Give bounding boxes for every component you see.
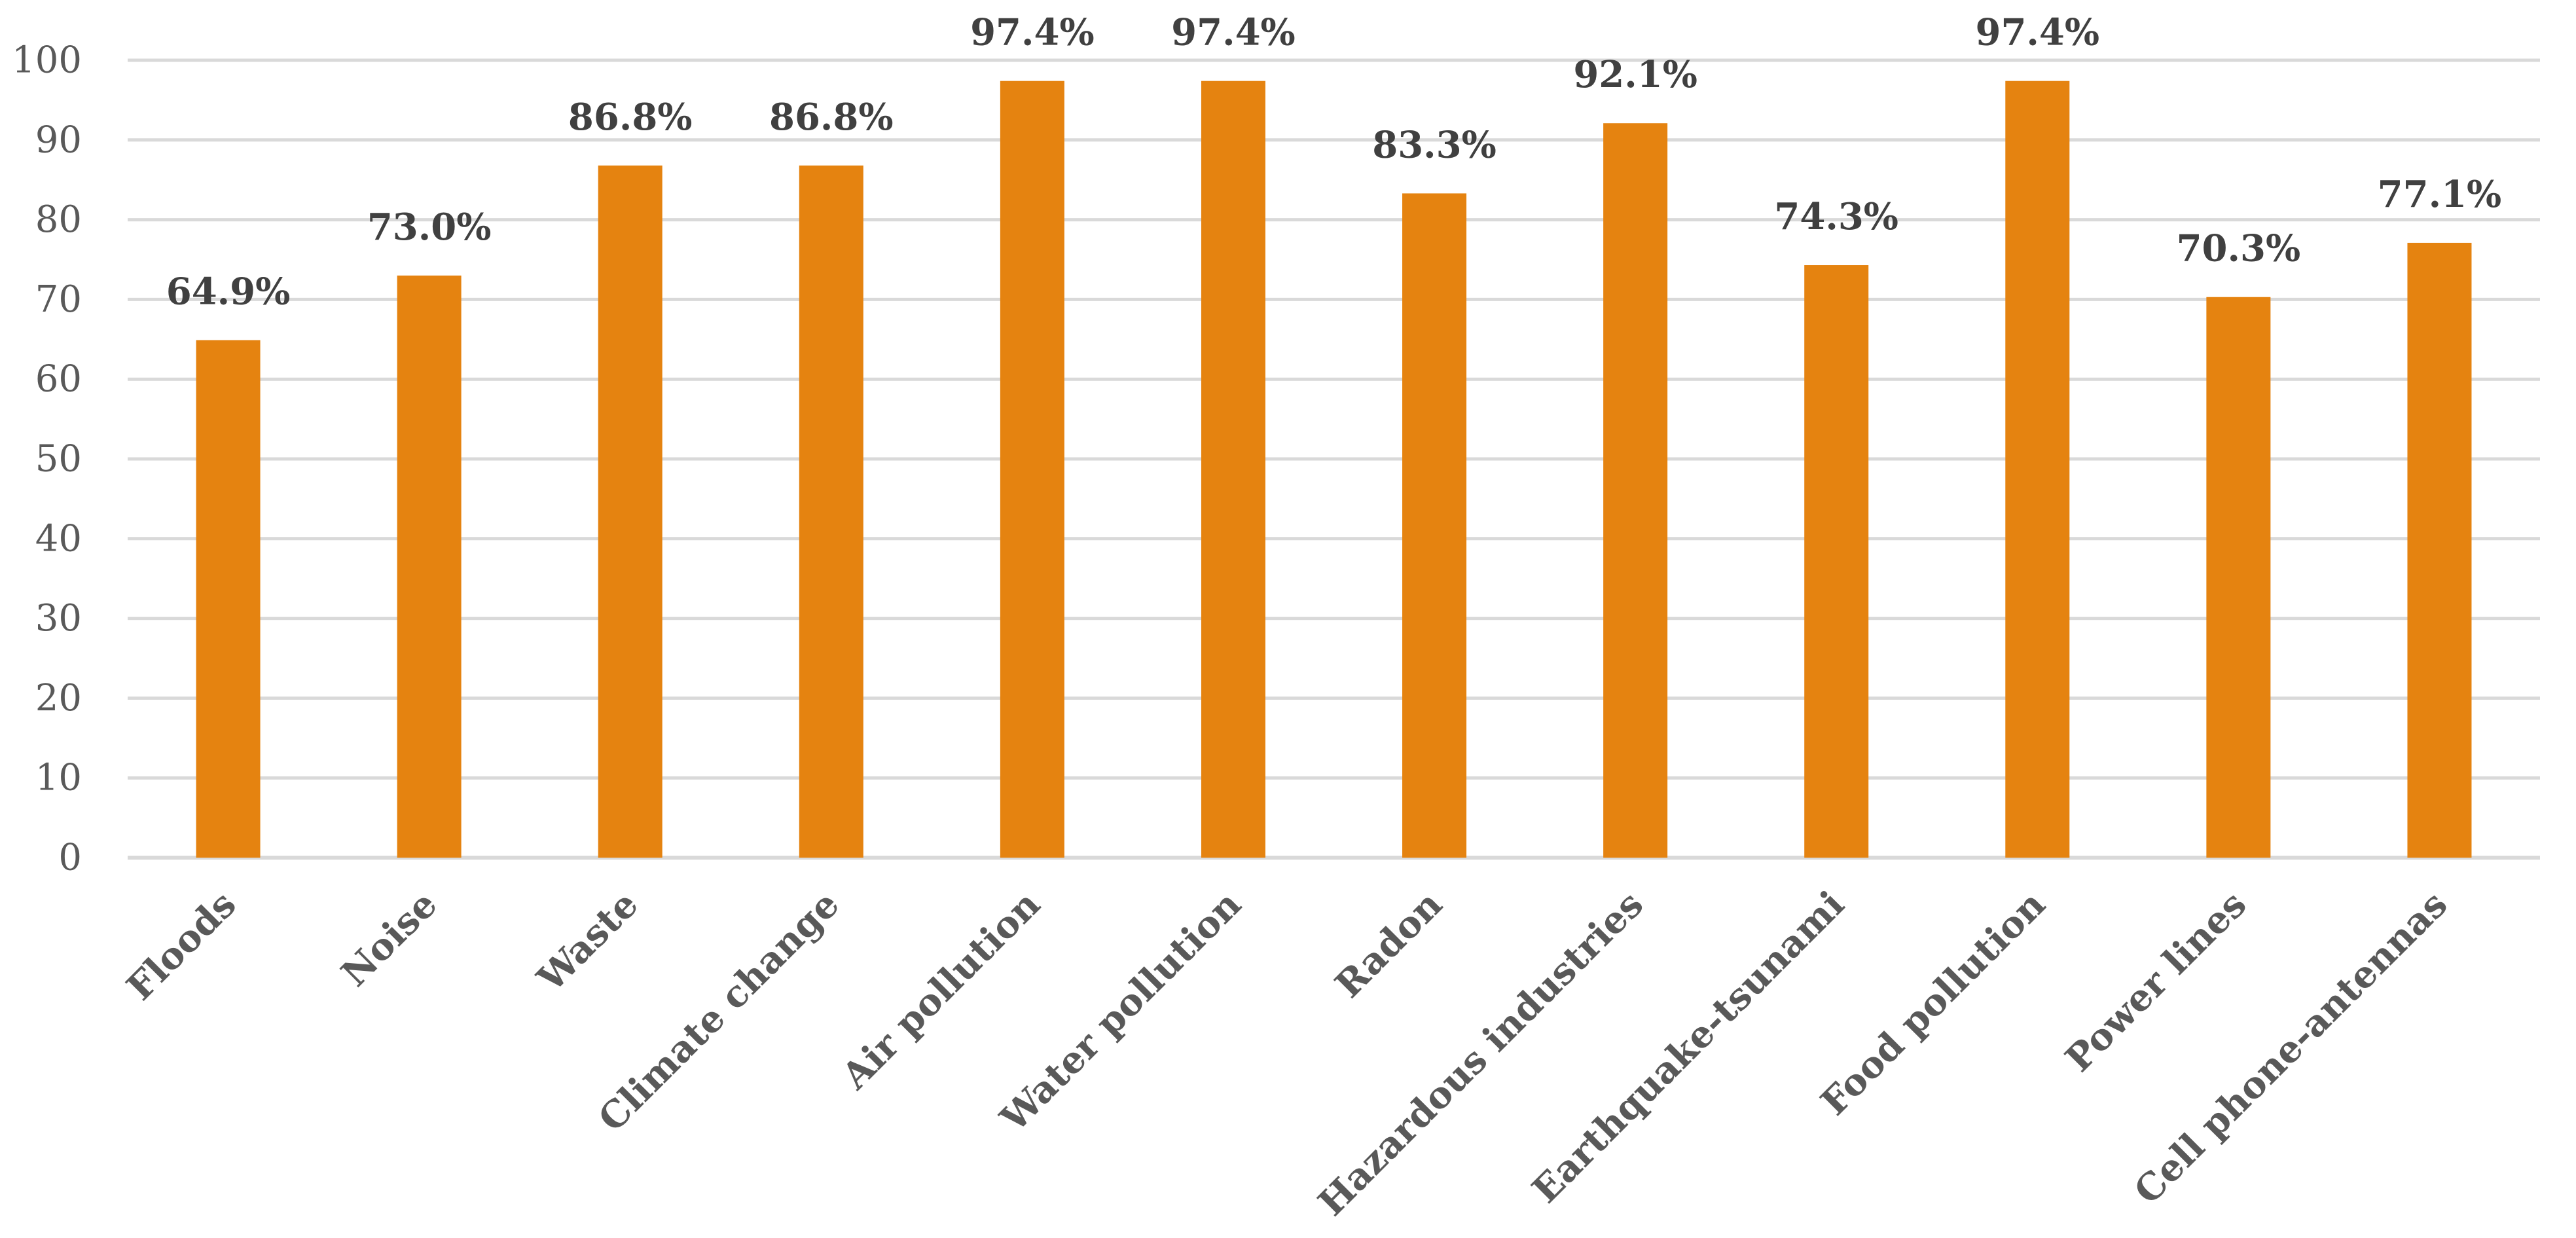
x-tick-label: Food pollution <box>1813 883 2054 1123</box>
y-tick-label: 100 <box>12 39 82 82</box>
y-tick-label: 60 <box>35 358 82 401</box>
bar <box>1603 123 1668 858</box>
bar <box>598 165 662 858</box>
bar <box>196 340 261 858</box>
y-axis-ticks: 0 10 20 30 40 50 60 70 80 90 100 <box>12 39 82 879</box>
x-tick-label: Noise <box>333 883 446 995</box>
data-label: 97.4% <box>1975 11 2099 54</box>
data-label: 92.1% <box>1573 53 1697 96</box>
bar <box>2005 81 2070 858</box>
data-label: 97.4% <box>1171 11 1296 54</box>
y-tick-label: 90 <box>35 118 82 161</box>
y-tick-label: 40 <box>35 517 82 560</box>
data-label: 74.3% <box>1774 195 1898 238</box>
data-label: 77.1% <box>2378 173 2502 216</box>
y-tick-label: 20 <box>35 677 82 719</box>
x-tick-label: Power lines <box>2057 883 2255 1080</box>
gridlines <box>128 58 2540 860</box>
data-label: 70.3% <box>2177 227 2301 270</box>
data-label: 83.3% <box>1372 123 1497 166</box>
bar <box>2206 297 2271 858</box>
bar <box>1804 265 1869 858</box>
x-tick-label: Floods <box>118 883 245 1009</box>
data-labels: 64.9% 73.0% 86.8% 86.8% 97.4% 97.4% 83.3% 92.1%… <box>166 11 2502 314</box>
data-label: 86.8% <box>769 96 894 139</box>
y-tick-label: 70 <box>35 278 82 321</box>
bars <box>196 81 2472 858</box>
y-tick-label: 10 <box>35 757 82 799</box>
data-label: 64.9% <box>166 270 291 314</box>
y-tick-label: 0 <box>58 837 82 879</box>
bar <box>397 275 462 858</box>
x-tick-label: Waste <box>529 883 647 1000</box>
bar <box>1402 193 1467 858</box>
y-tick-label: 80 <box>35 198 82 241</box>
bar <box>1000 81 1064 858</box>
bar <box>1201 81 1265 858</box>
x-tick-label: Air pollution <box>833 883 1048 1098</box>
data-label: 73.0% <box>367 206 492 249</box>
bar <box>799 165 863 858</box>
data-label: 97.4% <box>970 11 1095 54</box>
data-label: 86.8% <box>568 96 693 139</box>
y-tick-label: 50 <box>35 438 82 481</box>
y-tick-label: 30 <box>35 597 82 640</box>
bar <box>2407 242 2472 858</box>
x-tick-label: Radon <box>1327 883 1451 1006</box>
x-tick-label: Hazardous industries <box>1310 883 1652 1224</box>
